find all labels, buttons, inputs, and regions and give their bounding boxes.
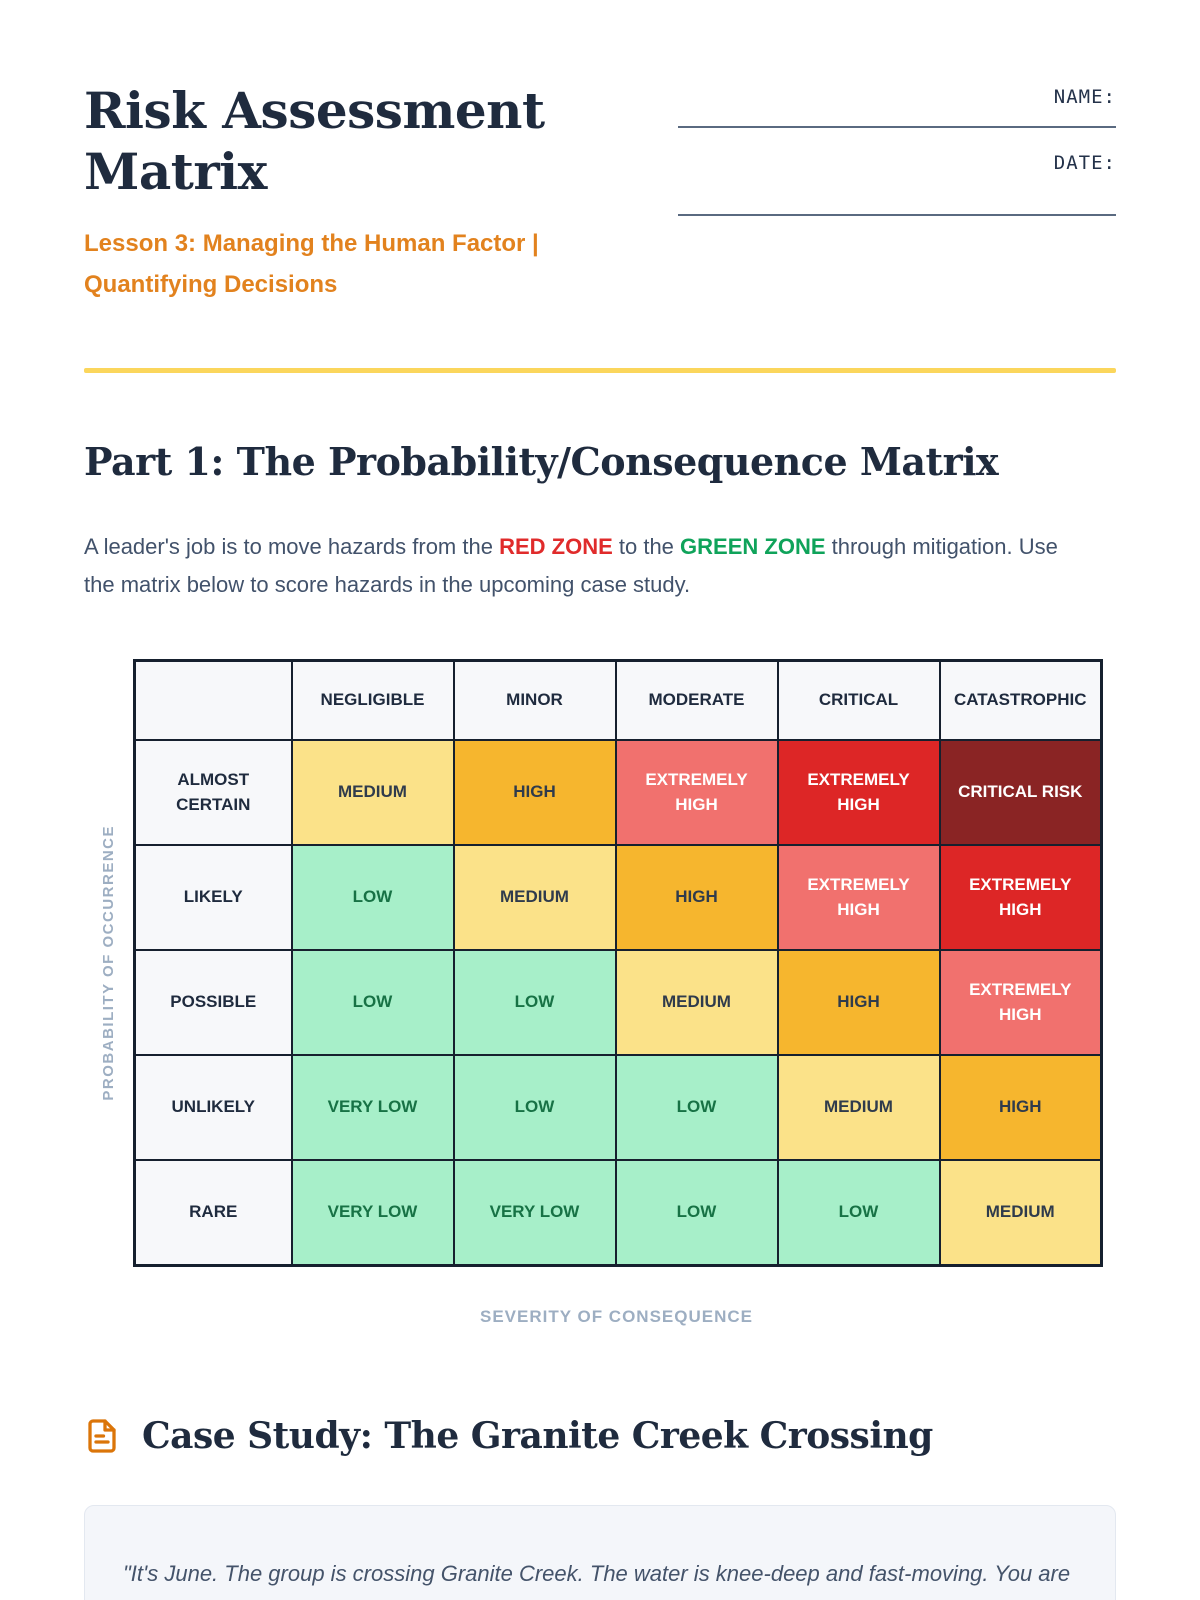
name-field: NAME: [678, 86, 1116, 128]
case-study-title: Case Study: The Granite Creek Crossing [142, 1414, 933, 1457]
matrix-cell: LOW [776, 1159, 941, 1267]
row-label: LIKELY [133, 844, 293, 952]
col-header-moderate: MODERATE [614, 659, 779, 742]
col-header-catastrophic: CATASTROPHIC [938, 659, 1103, 742]
matrix-cell: EXTREMELY HIGH [938, 844, 1103, 952]
part1-heading: Part 1: The Probability/Consequence Matr… [84, 438, 999, 484]
y-axis-label-container: PROBABILITY OF OCCURRENCE [84, 659, 133, 1267]
matrix-corner-cell [133, 659, 293, 742]
matrix-row-rare: RARE VERY LOW VERY LOW LOW LOW MEDIUM [133, 1159, 1103, 1267]
matrix-cell: MEDIUM [776, 1054, 941, 1162]
matrix-cell: VERY LOW [290, 1054, 455, 1162]
matrix-cell: HIGH [938, 1054, 1103, 1162]
name-date-fields: NAME: DATE: [678, 80, 1116, 216]
title-block: Risk Assessment Matrix Lesson 3: Managin… [84, 80, 664, 306]
matrix-cell: EXTREMELY HIGH [776, 844, 941, 952]
y-axis-label: PROBABILITY OF OCCURRENCE [100, 824, 117, 1101]
matrix-cell: MEDIUM [452, 844, 617, 952]
matrix-cell: LOW [452, 949, 617, 1057]
case-study-heading: Case Study: The Granite Creek Crossing [84, 1415, 1116, 1457]
header: Risk Assessment Matrix Lesson 3: Managin… [84, 80, 1116, 306]
red-zone-text: RED ZONE [499, 533, 613, 559]
case-study-quote: "It's June. The group is crossing Granit… [123, 1560, 1071, 1586]
page-title: Risk Assessment Matrix [84, 81, 545, 201]
matrix-cell: MEDIUM [614, 949, 779, 1057]
col-header-critical: CRITICAL [776, 659, 941, 742]
matrix-cell: VERY LOW [290, 1159, 455, 1267]
matrix-row-unlikely: UNLIKELY VERY LOW LOW LOW MEDIUM HIGH [133, 1054, 1103, 1162]
matrix-cell: MEDIUM [290, 739, 455, 847]
matrix-row-possible: POSSIBLE LOW LOW MEDIUM HIGH EXTREMELY H… [133, 949, 1103, 1057]
matrix-cell: VERY LOW [452, 1159, 617, 1267]
matrix-section: PROBABILITY OF OCCURRENCE NEGLIGIBLE MIN… [84, 658, 1116, 1267]
row-label: RARE [133, 1159, 293, 1267]
lesson-subtitle: Lesson 3: Managing the Human Factor | Qu… [84, 230, 539, 298]
case-study-quote-box: "It's June. The group is crossing Granit… [84, 1504, 1116, 1600]
matrix-cell: EXTREMELY HIGH [938, 949, 1103, 1057]
date-label: DATE: [1053, 152, 1116, 174]
matrix-cell: HIGH [452, 739, 617, 847]
date-field: DATE: [678, 152, 1116, 216]
matrix-cell: LOW [614, 1054, 779, 1162]
green-zone-text: GREEN ZONE [680, 533, 826, 559]
matrix-header-row: NEGLIGIBLE MINOR MODERATE CRITICAL CATAS… [133, 659, 1103, 742]
matrix-cell: LOW [452, 1054, 617, 1162]
x-axis-label: SEVERITY OF CONSEQUENCE [479, 1306, 753, 1326]
intro-text-mid: to the [612, 533, 681, 559]
matrix-row-almost-certain: ALMOST CERTAIN MEDIUM HIGH EXTREMELY HIG… [133, 739, 1103, 847]
risk-matrix-table: NEGLIGIBLE MINOR MODERATE CRITICAL CATAS… [133, 658, 1103, 1267]
col-header-minor: MINOR [452, 659, 617, 742]
section-divider [84, 367, 1116, 373]
row-label: UNLIKELY [133, 1054, 293, 1162]
date-input-line[interactable] [678, 214, 1116, 216]
part1-intro: A leader's job is to move hazards from t… [84, 528, 1094, 605]
matrix-cell: HIGH [614, 844, 779, 952]
matrix-cell: CRITICAL RISK [938, 739, 1103, 847]
intro-text-after: through mitigation. Use the matrix below… [84, 533, 1058, 598]
matrix-cell: EXTREMELY HIGH [614, 739, 779, 847]
col-header-negligible: NEGLIGIBLE [290, 659, 455, 742]
matrix-cell: EXTREMELY HIGH [776, 739, 941, 847]
matrix-cell: LOW [614, 1159, 779, 1267]
matrix-cell: LOW [290, 949, 455, 1057]
intro-text-before: A leader's job is to move hazards from t… [84, 533, 500, 559]
name-label: NAME: [1053, 86, 1116, 108]
row-label: ALMOST CERTAIN [133, 739, 293, 847]
name-input-line[interactable] [678, 126, 1116, 128]
matrix-cell: LOW [290, 844, 455, 952]
file-text-icon [84, 1418, 120, 1454]
matrix-cell: HIGH [776, 949, 941, 1057]
row-label: POSSIBLE [133, 949, 293, 1057]
matrix-row-likely: LIKELY LOW MEDIUM HIGH EXTREMELY HIGH EX… [133, 844, 1103, 952]
matrix-cell: MEDIUM [938, 1159, 1103, 1267]
